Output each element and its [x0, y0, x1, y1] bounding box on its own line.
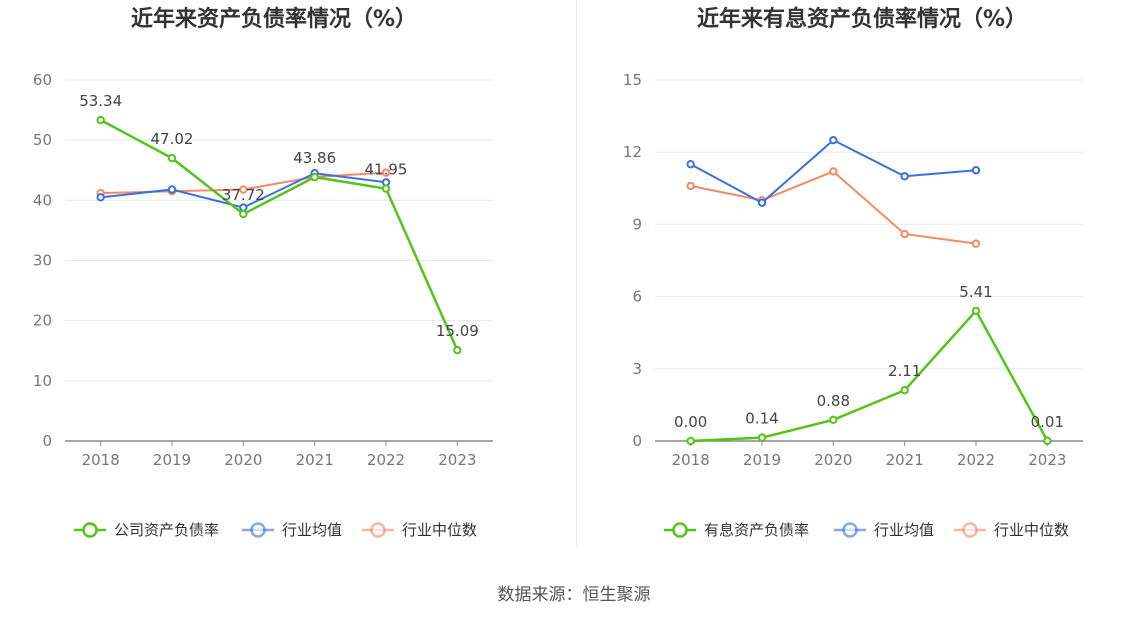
debt-ratio-chart: 近年来资产负债率情况（%） 0 10 20 30 40 50 60 2018 2019 2020 20…: [33, 6, 493, 539]
legend-label: 公司资产负债率: [114, 521, 219, 539]
legend-item-median[interactable]: 行业中位数: [954, 521, 1069, 539]
x-tick-label: 2018: [82, 451, 120, 469]
data-point-company[interactable]: [900, 386, 909, 395]
data-point-company[interactable]: [239, 209, 248, 219]
x-tick-label: 2021: [886, 451, 924, 469]
data-label: 53.34: [79, 92, 122, 110]
data-point-avg[interactable]: [167, 185, 177, 194]
data-label: 0.14: [745, 410, 778, 428]
data-point-avg[interactable]: [900, 172, 909, 181]
x-tick-label: 2019: [153, 451, 191, 469]
legend-item-company[interactable]: 公司资产负债率: [74, 521, 219, 539]
data-point-median[interactable]: [381, 168, 391, 177]
y-tick-label: 10: [33, 372, 52, 390]
x-tick-label: 2020: [224, 451, 262, 469]
x-tick-label: 2019: [743, 451, 781, 469]
data-point-company[interactable]: [96, 115, 105, 125]
x-tick-label: 2023: [438, 451, 476, 469]
legend-label: 行业中位数: [402, 521, 477, 539]
data-point-company[interactable]: [686, 436, 695, 446]
legend-marker: [962, 522, 978, 538]
y-tick-label: 15: [623, 71, 642, 89]
legend-item-company[interactable]: 有息资产负债率: [664, 521, 809, 539]
legend-label: 行业均值: [282, 521, 342, 539]
data-point-avg[interactable]: [239, 203, 248, 212]
data-label: 43.86: [293, 149, 336, 167]
legend-marker: [370, 522, 386, 538]
data-point-avg[interactable]: [686, 160, 695, 169]
y-tick-label: 6: [632, 288, 642, 306]
data-label: 0.00: [674, 413, 707, 431]
legend-item-median[interactable]: 行业中位数: [362, 521, 477, 539]
data-point-company[interactable]: [453, 346, 462, 355]
x-tick-label: 2020: [814, 451, 852, 469]
data-point-company[interactable]: [381, 184, 391, 193]
data-point-company[interactable]: [1043, 436, 1052, 445]
x-tick-label: 2021: [296, 451, 334, 469]
data-source-note: 数据来源：恒生聚源: [497, 585, 651, 605]
y-tick-label: 12: [623, 143, 642, 161]
y-tick-label: 20: [33, 312, 52, 330]
data-point-median[interactable]: [829, 167, 838, 176]
y-tick-label: 50: [33, 131, 52, 149]
legend-marker: [82, 522, 98, 538]
data-point-company[interactable]: [167, 153, 177, 163]
y-tick-label: 40: [33, 191, 52, 209]
data-point-median[interactable]: [686, 181, 695, 191]
data-point-company[interactable]: [310, 172, 319, 182]
x-tick-label: 2018: [672, 451, 710, 469]
y-tick-label: 0: [632, 432, 642, 450]
legend-marker: [250, 522, 266, 538]
legend-marker: [672, 522, 688, 538]
y-tick-label: 60: [33, 71, 52, 89]
data-point-avg[interactable]: [829, 135, 838, 145]
data-label: 15.09: [436, 322, 479, 340]
y-tick-label: 0: [42, 432, 52, 450]
y-tick-label: 3: [632, 360, 642, 378]
data-label: 37.72: [222, 186, 265, 204]
data-point-company[interactable]: [829, 415, 838, 425]
legend-item-avg[interactable]: 行业均值: [834, 521, 934, 539]
interest-debt-ratio-chart: 近年来有息资产负债率情况（%） 0 3 6 9 12 15 2018 2019 2020 2021 2…: [623, 6, 1083, 539]
data-point-avg[interactable]: [757, 198, 767, 207]
chart-title: 近年来资产负债率情况（%）: [131, 6, 417, 32]
data-point-median[interactable]: [900, 229, 909, 239]
x-tick-label: 2023: [1028, 451, 1066, 469]
x-tick-label: 2022: [367, 451, 405, 469]
data-point-median[interactable]: [239, 185, 248, 194]
legend-label: 行业中位数: [994, 521, 1069, 539]
data-label: 2.11: [888, 362, 921, 380]
data-point-company[interactable]: [971, 306, 981, 315]
data-point-company[interactable]: [757, 433, 767, 442]
data-label: 0.01: [1031, 413, 1064, 431]
series-line-company: [690, 309, 1049, 443]
x-tick-label: 2022: [957, 451, 995, 469]
y-tick-label: 30: [33, 252, 52, 270]
legend-label: 有息资产负债率: [704, 521, 809, 539]
data-point-avg[interactable]: [971, 166, 981, 175]
legend-marker: [842, 522, 858, 538]
data-label: 41.95: [365, 161, 408, 179]
data-label: 47.02: [151, 130, 194, 148]
panel-divider: [576, 0, 577, 548]
chart-title: 近年来有息资产负债率情况（%）: [697, 6, 1027, 32]
legend-label: 行业均值: [874, 521, 934, 539]
data-point-avg[interactable]: [96, 193, 105, 202]
data-label: 0.88: [817, 392, 850, 410]
data-label: 5.41: [959, 283, 992, 301]
y-tick-label: 9: [632, 215, 642, 233]
data-point-median[interactable]: [971, 239, 981, 248]
series-line-company: [100, 118, 459, 351]
series-line-median: [690, 170, 977, 245]
legend-item-avg[interactable]: 行业均值: [242, 521, 342, 539]
